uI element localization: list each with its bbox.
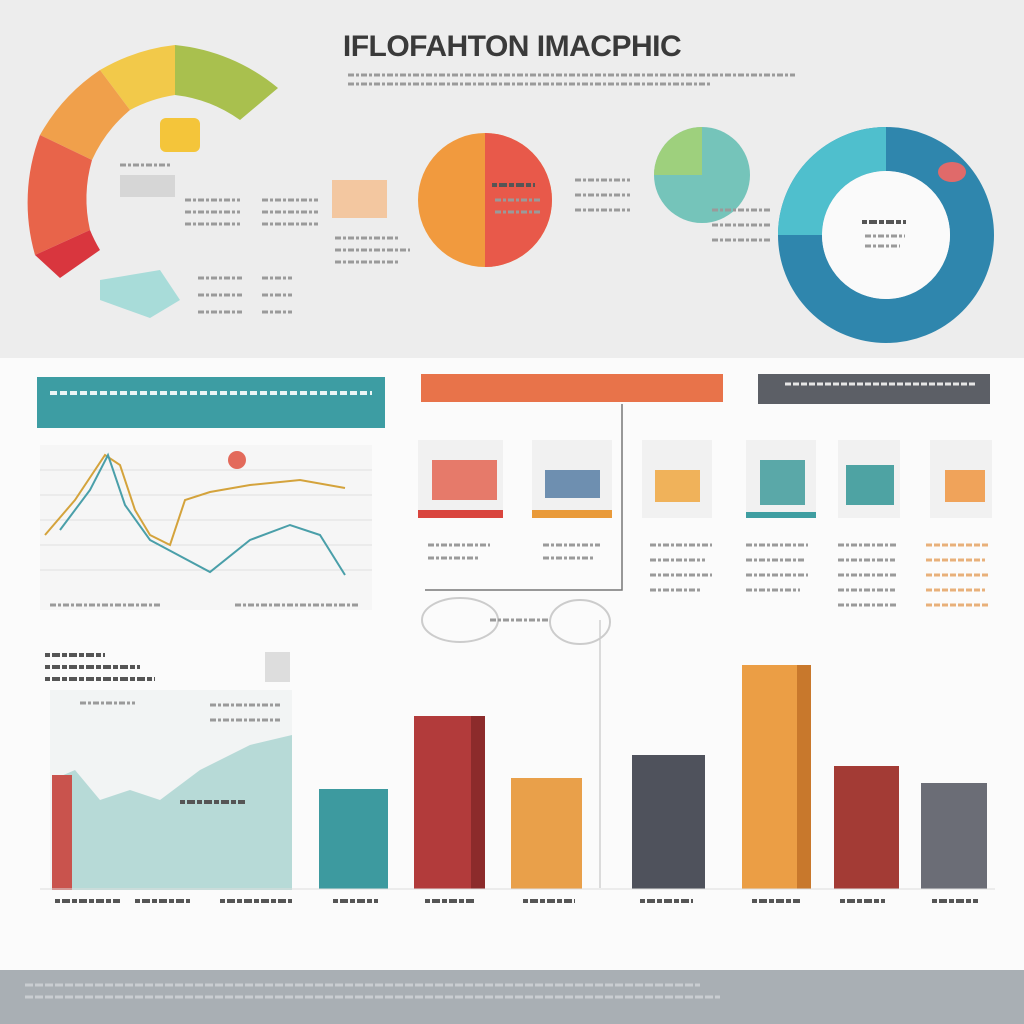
mini-chart — [120, 175, 175, 197]
card-image — [846, 465, 894, 505]
card-image — [760, 460, 805, 505]
bar — [52, 775, 72, 890]
bubble-segment — [654, 127, 702, 175]
bar-side — [471, 716, 485, 889]
icon — [228, 451, 246, 469]
text-blocks — [120, 163, 410, 314]
card-image — [655, 470, 700, 502]
cloud — [549, 599, 611, 645]
bar-group — [40, 665, 995, 903]
line — [59, 452, 346, 576]
card-band — [532, 510, 612, 518]
donut-chart — [778, 127, 994, 343]
bar — [921, 783, 987, 889]
text — [428, 543, 898, 607]
icon — [938, 162, 966, 182]
arc-segment — [35, 230, 100, 278]
card-band — [746, 512, 816, 518]
area-chart — [45, 652, 292, 890]
card-image — [945, 470, 985, 502]
connector — [425, 404, 623, 591]
header-bar — [421, 374, 723, 402]
arc-chart — [27, 45, 278, 318]
icon — [265, 652, 290, 682]
bar — [511, 778, 582, 889]
arc-segment — [40, 70, 130, 160]
text — [926, 543, 988, 607]
bar — [834, 766, 899, 889]
bar — [319, 789, 388, 889]
area — [52, 735, 292, 890]
grid — [40, 469, 372, 571]
header-bar — [37, 377, 385, 428]
plot-area — [40, 445, 372, 610]
donut-segment — [778, 127, 887, 236]
line — [44, 453, 346, 547]
pie-chart — [418, 133, 552, 267]
line-chart — [40, 445, 372, 610]
title: IFLOFAHTON IMACPHIC — [343, 30, 681, 63]
cards — [418, 440, 992, 607]
header-bar — [758, 374, 990, 404]
bar-side — [797, 665, 811, 889]
bar — [632, 755, 705, 889]
icon — [100, 270, 180, 318]
arc-segment — [27, 135, 92, 255]
card-image — [545, 470, 600, 498]
arc-segment — [175, 45, 278, 120]
card-image — [432, 460, 497, 500]
mini-chart — [332, 180, 387, 218]
arc-segment — [100, 45, 175, 110]
icon — [160, 118, 200, 152]
card-band — [418, 510, 503, 518]
